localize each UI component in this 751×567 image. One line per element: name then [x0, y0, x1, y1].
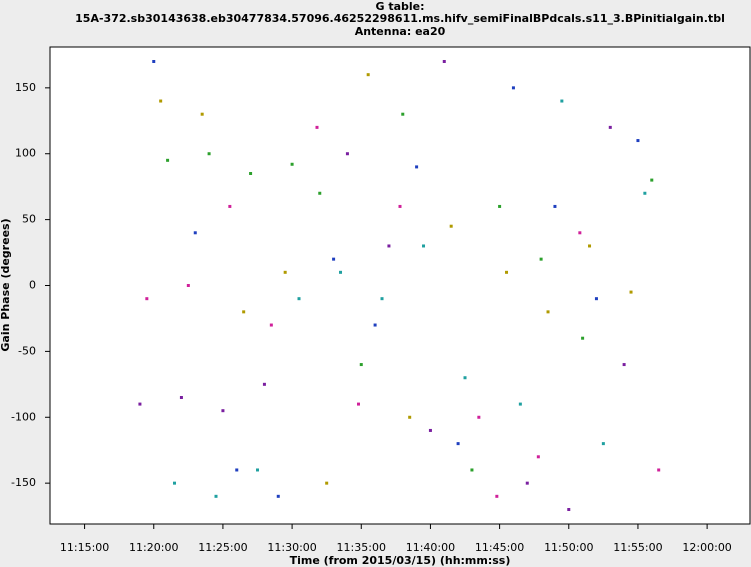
- x-tick-label: 11:20:00: [129, 541, 178, 554]
- point: [650, 178, 654, 182]
- point: [339, 270, 343, 274]
- point: [657, 468, 661, 472]
- y-tick-label: 0: [29, 279, 36, 292]
- point: [539, 257, 543, 261]
- point: [477, 415, 481, 419]
- point: [152, 59, 156, 63]
- point: [366, 73, 370, 77]
- title-line: G table:: [375, 0, 424, 13]
- point: [422, 244, 426, 248]
- point: [249, 171, 253, 175]
- point: [207, 152, 211, 156]
- point: [380, 297, 384, 301]
- point: [629, 290, 633, 294]
- point: [173, 481, 177, 485]
- point: [456, 442, 460, 446]
- point: [401, 112, 405, 116]
- point: [166, 158, 170, 162]
- point: [283, 270, 287, 274]
- point: [387, 244, 391, 248]
- point: [495, 494, 499, 498]
- point: [256, 468, 260, 472]
- x-tick-label: 11:30:00: [267, 541, 316, 554]
- point: [518, 402, 522, 406]
- point: [242, 310, 246, 314]
- y-tick-label: 100: [15, 147, 36, 160]
- point: [193, 231, 197, 235]
- point: [622, 363, 626, 367]
- x-tick-label: 11:35:00: [337, 541, 386, 554]
- x-tick-label: 11:50:00: [544, 541, 593, 554]
- point: [359, 363, 363, 367]
- point: [594, 297, 598, 301]
- point: [470, 468, 474, 472]
- x-tick-label: 11:15:00: [60, 541, 109, 554]
- y-tick-label: -100: [11, 410, 36, 423]
- y-tick-label: -150: [11, 476, 36, 489]
- point: [415, 165, 419, 169]
- point: [315, 125, 319, 129]
- point: [581, 336, 585, 340]
- point: [297, 297, 301, 301]
- point: [463, 376, 467, 380]
- point: [442, 59, 446, 63]
- point: [138, 402, 142, 406]
- point: [536, 455, 540, 459]
- point: [290, 162, 294, 166]
- x-tick-label: 11:45:00: [475, 541, 524, 554]
- point: [221, 409, 225, 413]
- point: [505, 270, 509, 274]
- y-tick-label: -50: [18, 344, 36, 357]
- point: [159, 99, 163, 103]
- point: [553, 204, 557, 208]
- point: [269, 323, 273, 327]
- y-tick-label: 50: [22, 213, 36, 226]
- x-axis-label: Time (from 2015/03/15) (hh:mm:ss): [290, 554, 511, 567]
- x-tick-label: 11:25:00: [198, 541, 247, 554]
- point: [200, 112, 204, 116]
- point: [262, 382, 266, 386]
- point: [332, 257, 336, 261]
- plot-area: [49, 46, 751, 525]
- point: [356, 402, 360, 406]
- point: [546, 310, 550, 314]
- point: [318, 191, 322, 195]
- point: [235, 468, 239, 472]
- point: [373, 323, 377, 327]
- point: [449, 224, 453, 228]
- point: [636, 139, 640, 143]
- point: [179, 396, 183, 400]
- title-line: 15A-372.sb30143638.eb30477834.57096.4625…: [75, 12, 725, 25]
- point: [567, 508, 571, 512]
- point: [325, 481, 329, 485]
- x-tick-label: 11:55:00: [613, 541, 662, 554]
- point: [608, 125, 612, 129]
- point: [408, 415, 412, 419]
- point: [276, 494, 280, 498]
- point: [428, 428, 432, 432]
- x-tick-label: 12:00:00: [682, 541, 731, 554]
- point: [398, 204, 402, 208]
- point: [588, 244, 592, 248]
- point: [498, 204, 502, 208]
- y-tick-label: 150: [15, 81, 36, 94]
- point: [643, 191, 647, 195]
- x-tick-label: 11:40:00: [406, 541, 455, 554]
- point: [214, 494, 218, 498]
- point: [186, 284, 190, 287]
- title-line: Antenna: ea20: [355, 25, 446, 38]
- point: [511, 86, 515, 90]
- point: [560, 99, 564, 103]
- point: [578, 231, 582, 235]
- point: [601, 442, 605, 446]
- point: [345, 152, 349, 156]
- point: [145, 297, 149, 301]
- point: [228, 204, 232, 208]
- y-axis-label: Gain Phase (degrees): [0, 218, 12, 351]
- point: [525, 481, 529, 485]
